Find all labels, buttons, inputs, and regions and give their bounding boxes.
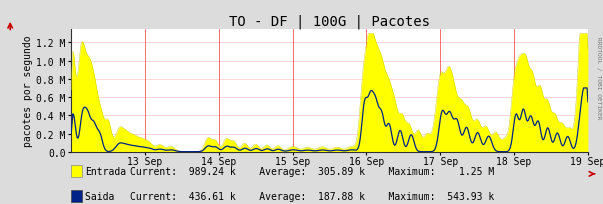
- Title: TO - DF | 100G | Pacotes: TO - DF | 100G | Pacotes: [229, 14, 430, 29]
- Y-axis label: pacotes por segundo: pacotes por segundo: [24, 35, 33, 146]
- Text: Current:  989.24 k    Average:  305.89 k    Maximum:    1.25 M: Current: 989.24 k Average: 305.89 k Maxi…: [130, 166, 494, 176]
- Text: Entrada: Entrada: [85, 166, 126, 176]
- Text: RRDTOOL / TOBI OETIKER: RRDTOOL / TOBI OETIKER: [597, 37, 602, 119]
- Text: Saida: Saida: [85, 191, 126, 201]
- Text: Current:  436.61 k    Average:  187.88 k    Maximum:  543.93 k: Current: 436.61 k Average: 187.88 k Maxi…: [130, 191, 494, 201]
